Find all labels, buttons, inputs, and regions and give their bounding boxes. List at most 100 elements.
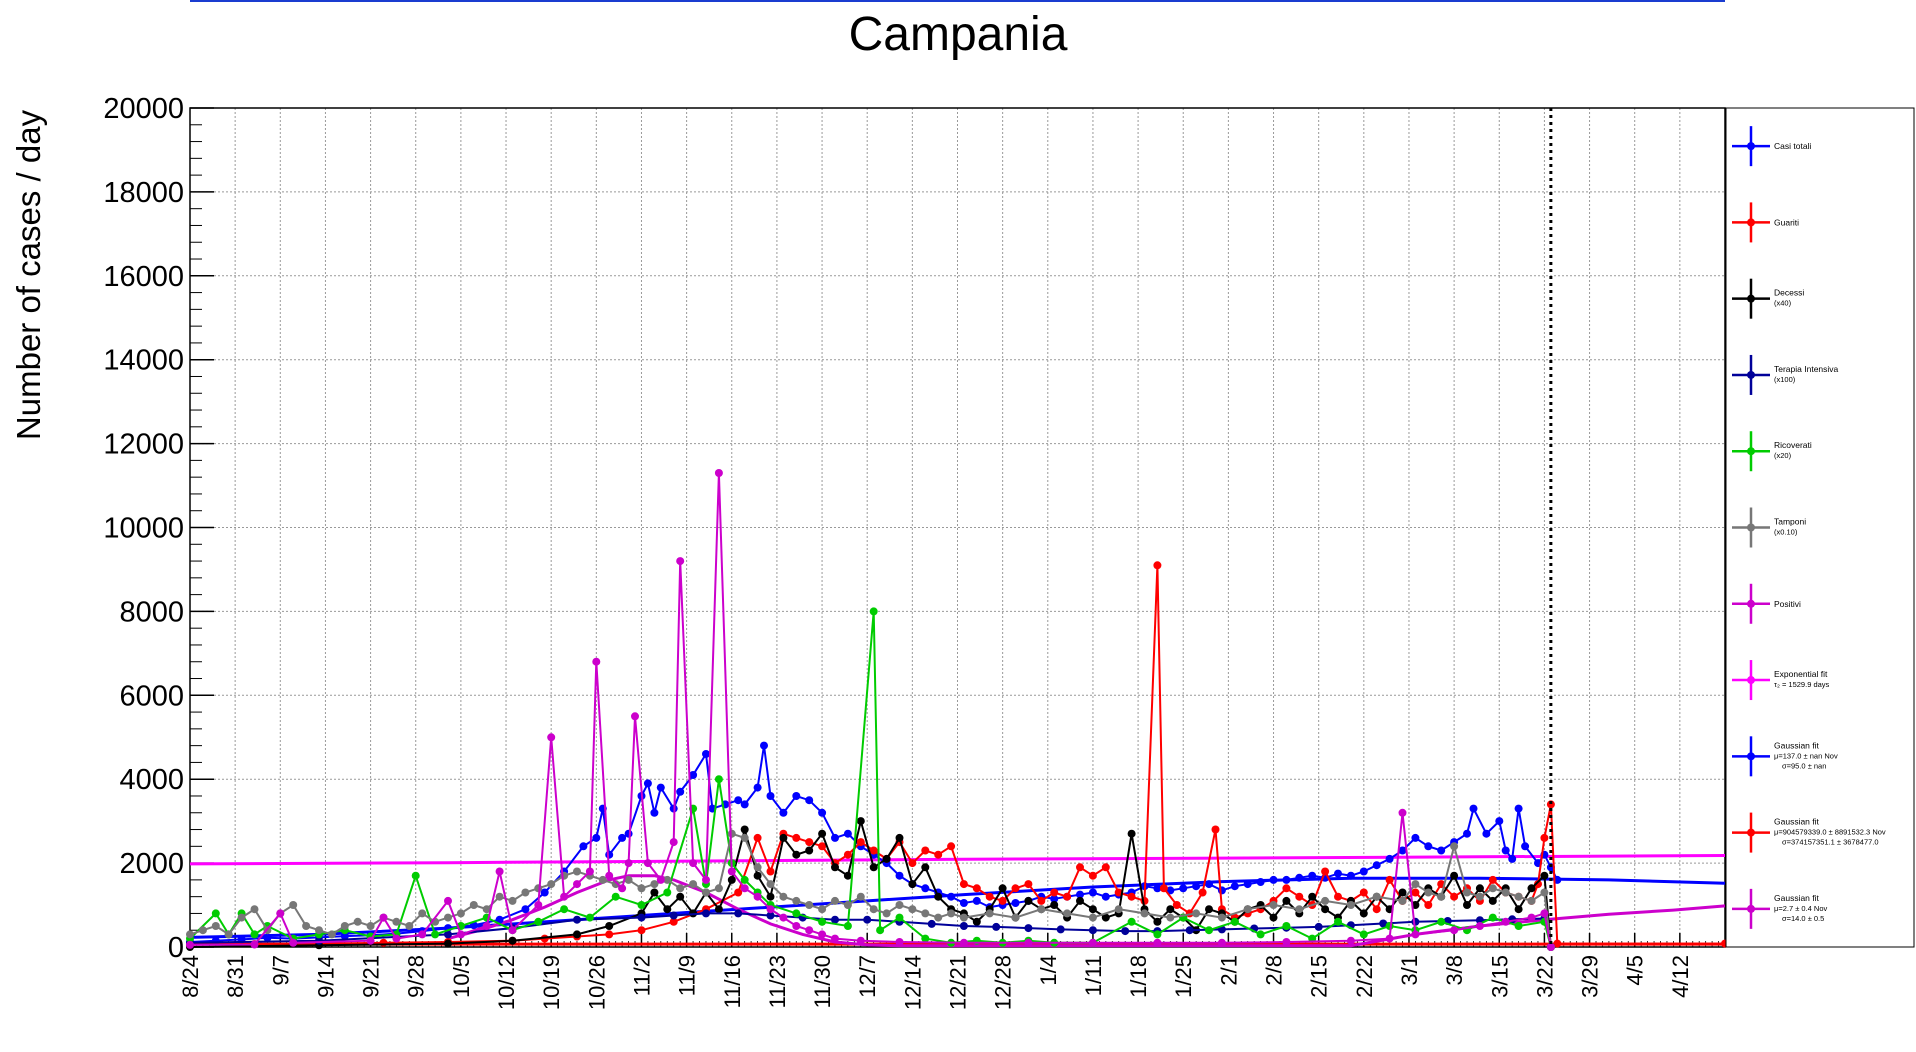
data-point	[611, 892, 620, 901]
legend-label: Guariti	[1774, 217, 1799, 227]
data-point	[876, 926, 885, 935]
x-tick-label: 1/4	[1036, 955, 1061, 986]
data-point	[495, 892, 504, 901]
x-tick-label: 12/28	[991, 955, 1016, 1010]
data-point	[1372, 861, 1381, 870]
data-point	[1088, 913, 1097, 922]
data-point	[211, 909, 220, 918]
data-point	[340, 932, 349, 941]
x-tick-label: 1/18	[1126, 955, 1151, 998]
data-point	[908, 905, 917, 914]
data-point	[1282, 922, 1291, 930]
data-point	[637, 926, 646, 935]
legend-marker	[1747, 447, 1755, 456]
data-point	[444, 896, 452, 905]
data-point	[1076, 863, 1084, 872]
data-point	[585, 913, 594, 922]
x-tick-label: 11/9	[675, 955, 700, 996]
data-point	[766, 880, 775, 889]
data-point	[1127, 829, 1136, 838]
data-point	[869, 863, 878, 872]
data-point	[1088, 871, 1097, 880]
data-point	[863, 915, 872, 924]
data-point	[405, 922, 414, 930]
data-point	[921, 863, 930, 872]
series-casi-totali	[186, 741, 1562, 946]
legend-label: Ricoverati	[1774, 440, 1812, 450]
x-tick-label: 3/8	[1442, 955, 1467, 986]
data-point	[714, 884, 723, 893]
data-point	[1114, 888, 1123, 897]
y-tick-label: 16000	[103, 261, 184, 293]
data-point	[547, 733, 556, 742]
x-tick-label: 11/23	[765, 955, 790, 1008]
legend-label: Decessi	[1774, 288, 1804, 298]
data-point	[818, 829, 827, 838]
legend-marker	[1747, 599, 1755, 608]
data-point	[1282, 875, 1291, 884]
legend-marker	[1747, 370, 1755, 379]
data-point	[224, 930, 233, 939]
data-point	[740, 875, 749, 884]
data-point	[998, 896, 1007, 905]
data-point	[456, 930, 465, 939]
x-tick-label: 2/1	[1216, 955, 1241, 986]
series-line	[189, 611, 1552, 948]
data-point	[198, 926, 207, 935]
data-point	[508, 896, 517, 905]
data-point	[521, 905, 530, 914]
data-point	[289, 938, 298, 947]
x-ticks: 8/24 8/31 9/7 9/14 9/21 9/28 10/5 10/12 10/19 10/…	[178, 955, 1693, 1010]
x-tick-label: 9/7	[268, 955, 293, 986]
data-point	[392, 934, 401, 943]
data-point	[508, 936, 517, 945]
data-point	[573, 915, 581, 924]
data-point	[1179, 884, 1188, 893]
data-point	[1501, 917, 1510, 926]
data-point	[1359, 930, 1368, 939]
x-tick-label: 2/8	[1262, 955, 1287, 986]
data-point	[1321, 867, 1330, 876]
data-point	[921, 934, 930, 943]
data-point	[753, 892, 762, 901]
y-ticks: 0 2000 4000 6000 8000 10000 12000 14000 16000 180…	[103, 93, 184, 964]
data-point	[895, 833, 904, 842]
y-tick-label: 20000	[103, 93, 184, 125]
data-point	[921, 846, 930, 855]
data-point	[1088, 905, 1097, 914]
data-point	[637, 884, 646, 893]
x-tick-label: 2/22	[1352, 955, 1377, 998]
data-point	[689, 859, 698, 868]
data-point	[1372, 905, 1381, 914]
x-tick-label: 1/11	[1081, 955, 1106, 996]
data-point	[1334, 917, 1342, 926]
legend-label: Terapia Intensiva	[1774, 364, 1839, 374]
data-point	[831, 863, 839, 872]
data-point	[1463, 888, 1471, 897]
data-point	[611, 880, 620, 889]
data-point	[934, 850, 943, 859]
legend-label: Positivi	[1774, 599, 1801, 609]
x-tick-label: 8/31	[223, 955, 248, 998]
data-point	[1334, 892, 1342, 901]
data-point	[869, 846, 878, 855]
data-point	[856, 936, 865, 945]
data-point	[444, 930, 452, 939]
data-point	[1217, 913, 1226, 922]
data-point	[1153, 938, 1162, 947]
data-point	[1211, 825, 1220, 834]
data-point	[1037, 905, 1046, 914]
data-point	[585, 867, 594, 876]
data-point	[650, 880, 659, 889]
data-point	[908, 880, 917, 889]
data-point	[366, 936, 375, 945]
data-point	[792, 792, 801, 800]
data-point	[1159, 884, 1168, 893]
grid	[189, 108, 1725, 947]
data-point	[1153, 917, 1162, 926]
data-point	[263, 933, 272, 942]
data-point	[908, 859, 917, 868]
data-point	[521, 888, 530, 897]
data-point	[1121, 927, 1130, 936]
data-point	[676, 787, 685, 796]
